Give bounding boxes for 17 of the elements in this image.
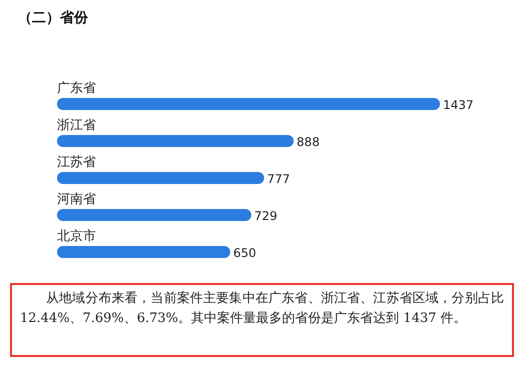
bar (57, 246, 230, 258)
y-tick-label: 江苏省 (57, 155, 96, 170)
bar (57, 98, 440, 110)
bar (57, 209, 252, 221)
data-label: 729 (254, 209, 278, 223)
data-label: 1437 (443, 98, 474, 112)
y-tick-label: 河南省 (57, 192, 96, 207)
y-tick-label: 广东省 (57, 81, 96, 96)
y-tick-label: 北京市 (57, 229, 96, 244)
data-label: 777 (267, 172, 290, 186)
data-label: 650 (233, 246, 256, 260)
text: 从地域分布来看，当前案件主要集中在广东省、浙江省、江苏省区域，分别占比 12.44%、7.69%、6.73%。其中案件量最多的省份是广东省达到 1437 件。 (10, 283, 514, 357)
data-label: 888 (296, 135, 320, 149)
bar (57, 172, 264, 184)
y-tick-label: 浙江省 (57, 118, 96, 133)
bar (57, 135, 294, 147)
chart-title: （二）省份 (18, 10, 89, 26)
